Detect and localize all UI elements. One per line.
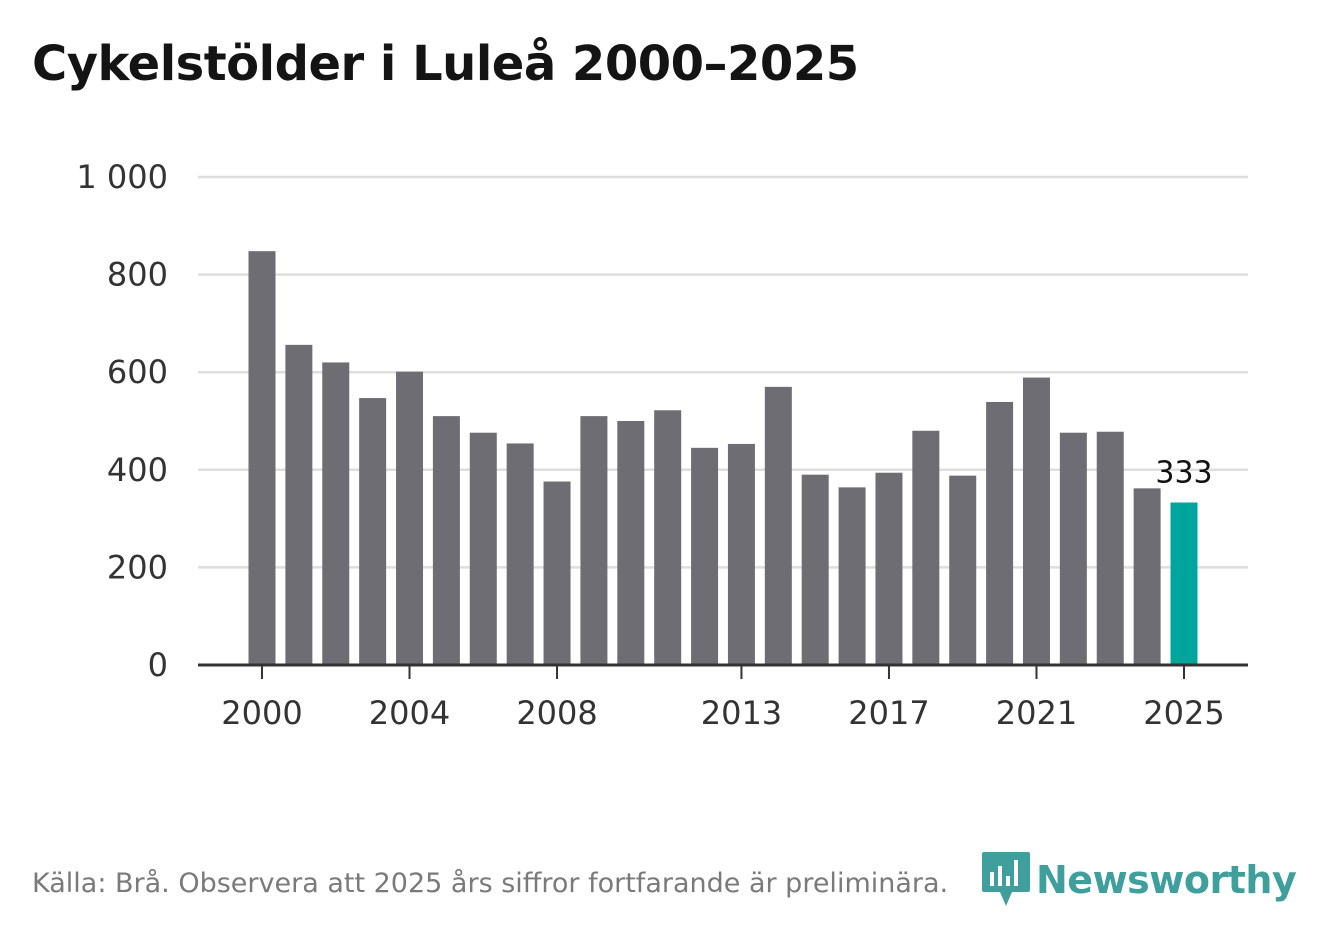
x-tick-label: 2013 bbox=[701, 694, 782, 732]
y-tick-label: 600 bbox=[107, 353, 168, 391]
bar-2020 bbox=[986, 401, 1014, 665]
y-tick-label: 0 bbox=[148, 646, 168, 684]
bar-2019 bbox=[949, 475, 977, 665]
bar-2007 bbox=[506, 443, 534, 665]
newsworthy-logo-icon bbox=[982, 852, 1030, 906]
x-tick-label: 2008 bbox=[516, 694, 597, 732]
bar-2011 bbox=[654, 410, 682, 665]
bar-2024 bbox=[1133, 488, 1161, 665]
y-axis-labels: 0 200 400 600 800 1 000 bbox=[76, 158, 168, 684]
x-tick-label: 2025 bbox=[1143, 694, 1224, 732]
bar-2009 bbox=[580, 416, 608, 665]
x-tick-label: 2000 bbox=[221, 694, 302, 732]
x-tick-label: 2004 bbox=[369, 694, 450, 732]
bar-2006 bbox=[469, 432, 497, 665]
bar-2003 bbox=[359, 398, 387, 665]
bar-2015 bbox=[801, 474, 829, 665]
bars bbox=[248, 251, 1198, 665]
bar-2016 bbox=[838, 487, 866, 665]
highlight-value-label: 333 bbox=[1155, 455, 1212, 490]
gridlines bbox=[198, 175, 1248, 569]
bar-2001 bbox=[285, 344, 313, 665]
bar-2017 bbox=[875, 472, 903, 665]
chart-title: Cykelstölder i Luleå 2000–2025 bbox=[32, 36, 859, 92]
x-axis-labels: 2000 2004 2008 2013 2017 2021 2025 bbox=[221, 694, 1224, 732]
bar-2010 bbox=[617, 421, 645, 665]
source-note: Källa: Brå. Observera att 2025 års siffr… bbox=[32, 868, 949, 899]
bar-2008 bbox=[543, 481, 571, 665]
bar-2013 bbox=[727, 443, 755, 665]
bar-2021 bbox=[1022, 377, 1050, 665]
y-tick-label: 400 bbox=[107, 451, 168, 489]
bar-2014 bbox=[764, 386, 792, 665]
y-tick-label: 200 bbox=[107, 548, 168, 586]
y-tick-label: 800 bbox=[107, 256, 168, 294]
x-tick-label: 2017 bbox=[848, 694, 929, 732]
bar-2004 bbox=[396, 371, 424, 665]
bar-2000 bbox=[248, 251, 276, 665]
bar-2005 bbox=[432, 416, 460, 665]
annotations: 333 bbox=[1155, 455, 1212, 490]
bar-2025 bbox=[1170, 502, 1198, 665]
y-tick-label: 1 000 bbox=[76, 158, 168, 196]
bar-2018 bbox=[912, 430, 940, 665]
x-tick-label: 2021 bbox=[996, 694, 1077, 732]
x-axis bbox=[198, 663, 1248, 679]
logo-text: Newsworthy bbox=[1036, 858, 1297, 902]
bar-2022 bbox=[1059, 432, 1087, 665]
bar-2023 bbox=[1096, 431, 1124, 665]
newsworthy-logo: Newsworthy bbox=[982, 852, 1297, 908]
bar-2012 bbox=[691, 447, 719, 665]
bar-2002 bbox=[322, 362, 350, 665]
